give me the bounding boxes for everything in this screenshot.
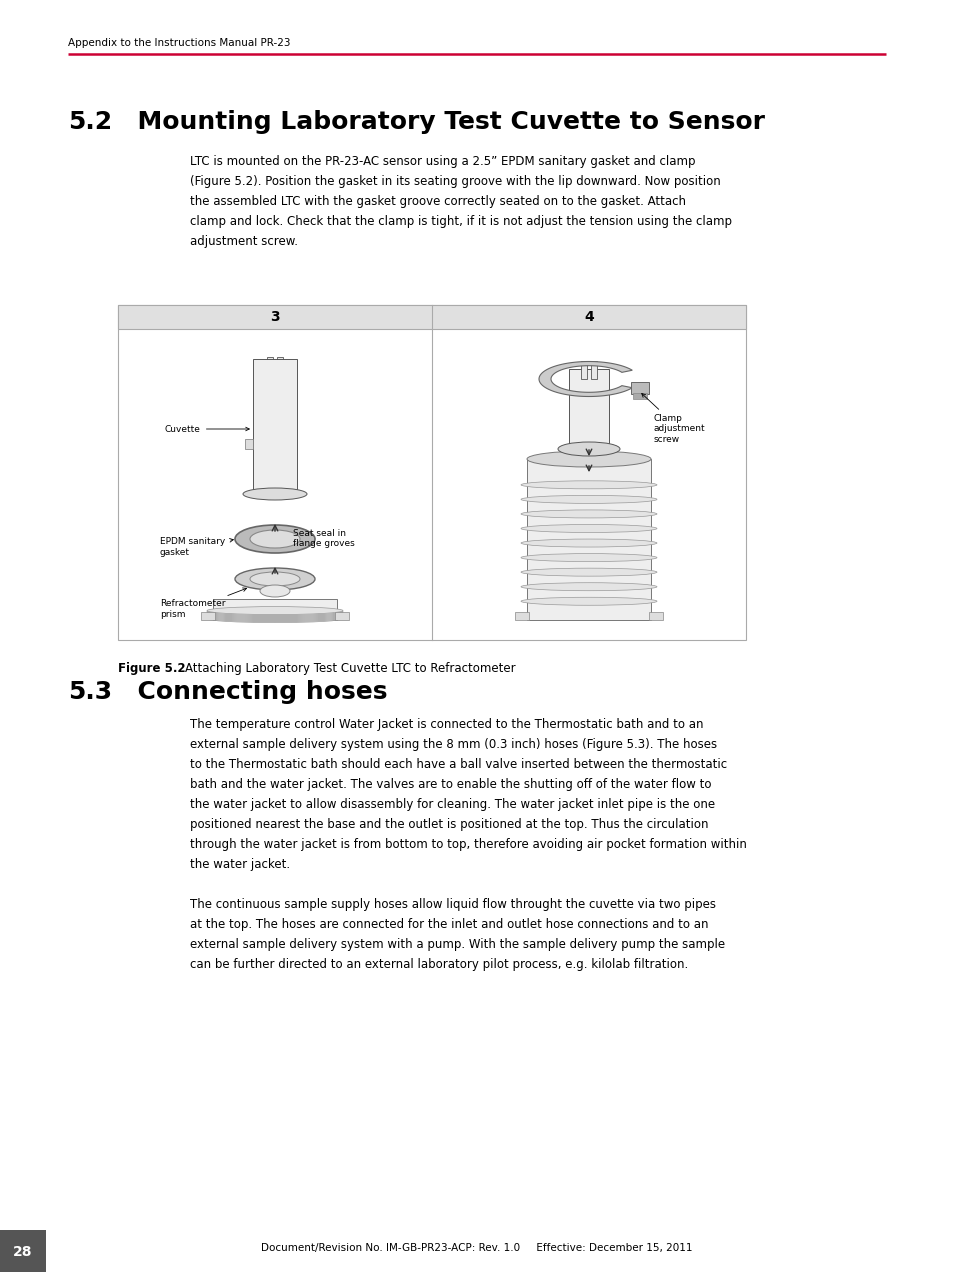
Text: Attaching Laboratory Test Cuvette LTC to Refractometer: Attaching Laboratory Test Cuvette LTC to… (170, 661, 515, 675)
Bar (0, 1230, 46, 1272)
Text: the water jacket to allow disassembly for cleaning. The water jacket inlet pipe : the water jacket to allow disassembly fo… (190, 798, 715, 812)
Ellipse shape (207, 607, 343, 614)
Text: (Figure 5.2). Position the gasket in its seating groove with the lip downward. N: (Figure 5.2). Position the gasket in its… (190, 176, 720, 188)
Ellipse shape (520, 539, 657, 547)
Text: 28: 28 (13, 1245, 32, 1259)
Polygon shape (538, 361, 632, 397)
Text: external sample delivery system with a pump. With the sample delivery pump the s: external sample delivery system with a p… (190, 937, 724, 951)
Text: Figure 5.2: Figure 5.2 (118, 661, 186, 675)
Ellipse shape (207, 612, 343, 619)
Text: through the water jacket is from bottom to top, therefore avoiding air pocket fo: through the water jacket is from bottom … (190, 838, 746, 851)
Ellipse shape (207, 613, 343, 621)
Text: Document/Revision No. IM-GB-PR23-ACP: Rev. 1.0     Effective: December 15, 2011: Document/Revision No. IM-GB-PR23-ACP: Re… (261, 1243, 692, 1253)
Text: Refractometer
prism: Refractometer prism (160, 588, 246, 618)
Text: Mounting Laboratory Test Cuvette to Sensor: Mounting Laboratory Test Cuvette to Sens… (120, 109, 764, 134)
Text: 4: 4 (583, 310, 594, 324)
Bar (335, 612, 349, 619)
Ellipse shape (520, 495, 657, 504)
Ellipse shape (520, 510, 657, 518)
Bar (568, 369, 608, 449)
Bar (630, 382, 648, 394)
Text: Appendix to the Instructions Manual PR-23: Appendix to the Instructions Manual PR-2… (68, 38, 291, 48)
Text: The continuous sample supply hoses allow liquid flow throught the cuvette via tw: The continuous sample supply hoses allow… (190, 898, 716, 911)
Bar (580, 361, 586, 379)
Ellipse shape (520, 569, 657, 576)
Ellipse shape (558, 441, 619, 455)
Ellipse shape (260, 585, 290, 597)
Text: Seat seal in
flange groves: Seat seal in flange groves (293, 529, 355, 548)
Text: Cuvette: Cuvette (165, 425, 249, 434)
Bar (118, 305, 745, 329)
Text: external sample delivery system using the 8 mm (0.3 inch) hoses (Figure 5.3). Th: external sample delivery system using th… (190, 738, 717, 750)
Bar (0, 1230, 46, 1272)
Bar (245, 439, 253, 449)
Ellipse shape (207, 608, 343, 616)
Text: at the top. The hoses are connected for the inlet and outlet hose connections an: at the top. The hoses are connected for … (190, 918, 708, 931)
Ellipse shape (250, 572, 299, 586)
Text: can be further directed to an external laboratory pilot process, e.g. kilolab fi: can be further directed to an external l… (190, 958, 687, 971)
Text: Clamp
adjustment
screw: Clamp adjustment screw (641, 393, 705, 444)
Bar (648, 612, 662, 619)
Ellipse shape (526, 452, 650, 467)
Bar (267, 357, 273, 377)
Text: The temperature control Water Jacket is connected to the Thermostatic bath and t: The temperature control Water Jacket is … (190, 717, 702, 731)
Ellipse shape (207, 611, 343, 618)
Ellipse shape (520, 481, 657, 488)
Ellipse shape (207, 608, 343, 617)
Bar (118, 305, 745, 640)
Bar (526, 459, 650, 619)
Text: Connecting hoses: Connecting hoses (120, 681, 387, 703)
Ellipse shape (234, 525, 314, 553)
Text: LTC is mounted on the PR-23-AC sensor using a 2.5” EPDM sanitary gasket and clam: LTC is mounted on the PR-23-AC sensor us… (190, 155, 695, 168)
Ellipse shape (520, 553, 657, 562)
Ellipse shape (520, 583, 657, 590)
Ellipse shape (207, 614, 343, 622)
Text: the assembled LTC with the gasket groove correctly seated on to the gasket. Atta: the assembled LTC with the gasket groove… (190, 195, 685, 209)
Ellipse shape (250, 530, 299, 548)
Ellipse shape (520, 598, 657, 605)
Ellipse shape (243, 488, 307, 500)
Text: positioned nearest the base and the outlet is positioned at the top. Thus the ci: positioned nearest the base and the outl… (190, 818, 708, 831)
Ellipse shape (207, 609, 343, 618)
Bar (253, 359, 296, 494)
Ellipse shape (234, 569, 314, 590)
Bar (590, 361, 597, 379)
Ellipse shape (207, 613, 343, 622)
Bar (213, 599, 336, 619)
Bar (201, 612, 214, 619)
Text: clamp and lock. Check that the clamp is tight, if it is not adjust the tension u: clamp and lock. Check that the clamp is … (190, 215, 731, 228)
Text: 3: 3 (270, 310, 279, 324)
Ellipse shape (520, 524, 657, 533)
Text: 5.2: 5.2 (68, 109, 112, 134)
Text: EPDM sanitary
gasket: EPDM sanitary gasket (160, 537, 233, 557)
Bar (276, 357, 283, 377)
Text: bath and the water jacket. The valves are to enable the shutting off of the wate: bath and the water jacket. The valves ar… (190, 778, 711, 791)
Text: 5.3: 5.3 (68, 681, 112, 703)
Text: to the Thermostatic bath should each have a ball valve inserted between the ther: to the Thermostatic bath should each hav… (190, 758, 726, 771)
Bar (515, 612, 529, 619)
Text: adjustment screw.: adjustment screw. (190, 235, 297, 248)
Bar (633, 393, 646, 399)
Text: the water jacket.: the water jacket. (190, 859, 290, 871)
